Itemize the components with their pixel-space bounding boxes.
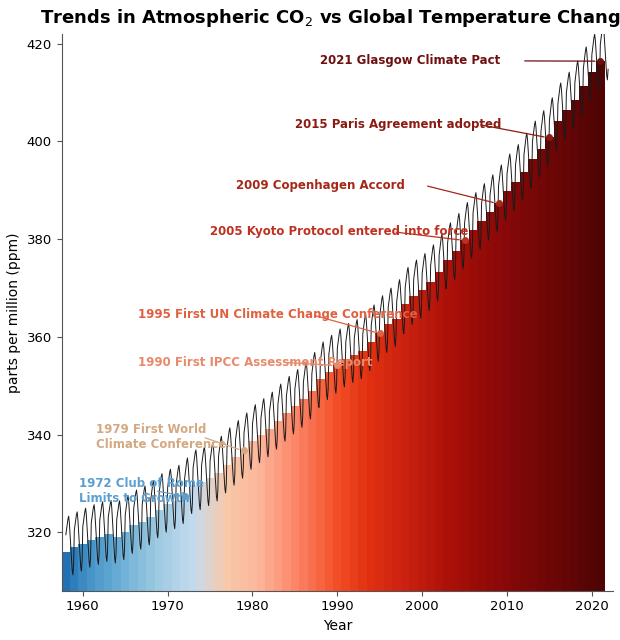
Bar [155,509,164,591]
Title: Trends in Atmospheric CO$_2$ vs Global Temperature Change: Trends in Atmospheric CO$_2$ vs Global T… [40,7,620,29]
Bar [282,413,291,591]
Text: 2009 Copenhagen Accord: 2009 Copenhagen Accord [236,179,404,192]
Bar [87,540,95,591]
Text: 2015 Paris Agreement adopted: 2015 Paris Agreement adopted [295,118,502,131]
Bar [265,429,274,591]
Bar [61,552,70,591]
Text: 2005 Kyoto Protocol entered into force: 2005 Kyoto Protocol entered into force [210,225,469,238]
Bar [188,485,197,591]
Bar [503,191,512,591]
Bar [596,61,604,591]
Bar [537,148,545,591]
Bar [215,474,223,591]
Bar [146,517,155,591]
Bar [477,221,486,591]
Bar [240,450,249,591]
Bar [579,86,588,591]
Bar [248,441,257,591]
Bar [138,522,146,591]
Bar [121,532,130,591]
Bar [384,324,392,591]
Bar [316,379,325,591]
Bar [494,203,503,591]
Bar [257,435,265,591]
Bar [79,544,87,591]
Bar [460,240,469,591]
Bar [350,355,358,591]
Y-axis label: parts per million (ppm): parts per million (ppm) [7,232,21,393]
Bar [223,465,231,591]
Bar [206,478,215,591]
Bar [545,138,554,591]
Bar [570,100,579,591]
Bar [376,333,384,591]
Bar [520,172,528,591]
Bar [333,365,342,591]
Bar [554,121,562,591]
Text: 1995 First UN Climate Change Conference: 1995 First UN Climate Change Conference [138,308,418,321]
Bar [324,371,333,591]
Bar [528,159,537,591]
Bar [443,260,452,591]
Bar [367,342,376,591]
Bar [452,252,461,591]
Bar [409,296,418,591]
Bar [392,319,401,591]
Bar [588,72,596,591]
Bar [299,399,308,591]
Text: 2021 Glasgow Climate Pact: 2021 Glasgow Climate Pact [321,54,500,67]
Text: 1990 First IPCC Assessment Report: 1990 First IPCC Assessment Report [138,356,373,369]
Bar [104,534,113,591]
Bar [427,282,435,591]
Bar [70,547,79,591]
Bar [112,536,121,591]
Bar [342,359,350,591]
X-axis label: Year: Year [322,619,352,633]
Bar [358,351,367,591]
Bar [308,390,316,591]
Bar [273,421,282,591]
Bar [511,182,520,591]
Bar [435,272,443,591]
Bar [291,406,299,591]
Bar [469,230,477,591]
Bar [562,109,571,591]
Text: 1972 Club of Rome
Limits to Growth: 1972 Club of Rome Limits to Growth [79,477,203,505]
Bar [130,525,138,591]
Bar [418,291,427,591]
Bar [95,537,104,591]
Bar [401,305,410,591]
Bar [231,457,240,591]
Bar [172,501,180,591]
Bar [163,504,172,591]
Text: 1979 First World
Climate Conference: 1979 First World Climate Conference [95,423,226,451]
Bar [197,483,206,591]
Bar [180,496,189,591]
Bar [485,212,494,591]
